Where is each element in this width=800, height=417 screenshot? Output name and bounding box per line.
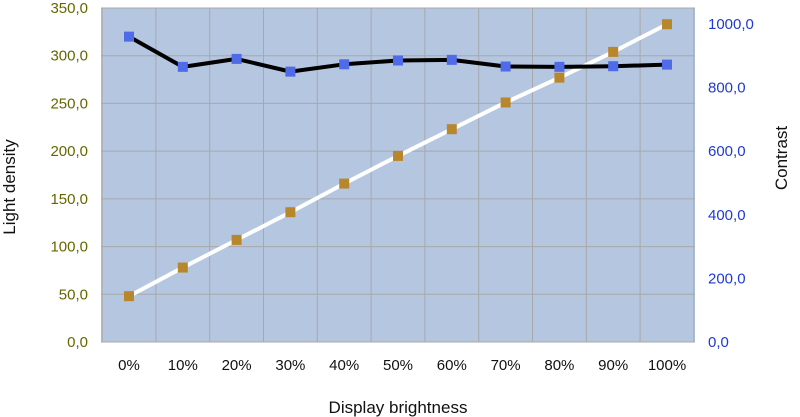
contrast-data-point <box>231 53 242 64</box>
light-density-data-point <box>662 19 672 30</box>
x-tick-label: 100% <box>648 357 686 374</box>
x-tick-label: 20% <box>222 357 252 374</box>
left-y-tick-label: 50,0 <box>59 286 88 303</box>
x-tick-label: 0% <box>118 357 140 374</box>
left-y-tick-label: 0,0 <box>67 334 88 351</box>
left-y-axis-ticks: 0,0 50,0 100,0 150,0 200,0 250,0 300,0 350,0 <box>50 0 88 351</box>
light-density-data-point <box>393 150 403 161</box>
x-axis-ticks: 0% 10% 20% 30% 40% 50% 60% 70% 80% 90% 100% <box>118 357 686 374</box>
contrast-data-point <box>662 59 672 70</box>
left-y-tick-label: 300,0 <box>50 48 88 65</box>
contrast-data-point <box>393 55 403 66</box>
left-y-tick-label: 200,0 <box>50 143 88 160</box>
x-tick-label: 40% <box>329 357 359 374</box>
light-density-data-point <box>554 72 565 83</box>
contrast-data-point <box>500 61 511 72</box>
contrast-data-point <box>124 31 134 42</box>
right-y-tick-label: 1000,0 <box>708 16 754 33</box>
left-y-tick-label: 250,0 <box>50 95 88 112</box>
x-tick-label: 70% <box>491 357 521 374</box>
x-tick-label: 60% <box>437 357 467 374</box>
light-density-data-point <box>231 234 242 245</box>
contrast-data-point <box>446 54 457 65</box>
x-axis-label: Display brightness <box>329 398 468 417</box>
left-y-tick-label: 150,0 <box>50 191 88 208</box>
series-layer <box>124 19 672 302</box>
x-tick-label: 30% <box>275 357 305 374</box>
contrast-data-point <box>339 59 350 70</box>
right-y-tick-label: 400,0 <box>708 207 746 224</box>
contrast-data-point <box>608 61 619 72</box>
x-tick-label: 50% <box>383 357 413 374</box>
light-density-data-point <box>124 291 134 302</box>
light-density-data-point <box>177 262 188 273</box>
x-tick-label: 80% <box>544 357 574 374</box>
light-density-data-point <box>500 97 511 108</box>
left-y-tick-label: 100,0 <box>50 239 88 256</box>
contrast-data-point <box>554 61 565 72</box>
contrast-data-point <box>177 61 188 72</box>
right-y-tick-label: 600,0 <box>708 143 746 160</box>
light-density-data-point <box>446 124 457 135</box>
right-y-axis-ticks: 0,0 200,0 400,0 600,0 800,0 1000,0 <box>708 16 754 351</box>
light-density-data-point <box>285 207 296 218</box>
light-density-data-point <box>608 46 619 57</box>
right-y-tick-label: 200,0 <box>708 270 746 287</box>
x-tick-label: 10% <box>168 357 198 374</box>
x-tick-label: 90% <box>598 357 628 374</box>
left-y-axis-label: Light density <box>0 139 19 235</box>
contrast-data-point <box>285 66 296 77</box>
right-y-tick-label: 800,0 <box>708 80 746 97</box>
light-density-data-point <box>339 178 350 189</box>
left-y-tick-label: 350,0 <box>50 0 88 17</box>
right-y-axis-label: Contrast <box>772 126 791 191</box>
right-y-tick-label: 0,0 <box>708 334 729 351</box>
